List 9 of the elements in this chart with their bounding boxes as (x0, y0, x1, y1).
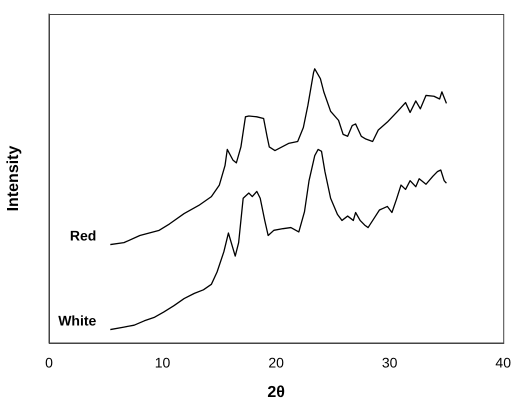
y-axis-title: Intensity (5, 146, 22, 212)
x-tick-label: 20 (268, 354, 284, 370)
series-label: White (58, 312, 97, 328)
x-axis-title: 2θ (267, 384, 285, 401)
x-tick-label: 30 (382, 354, 398, 370)
x-tick-label: 0 (45, 354, 54, 370)
x-tick-label: 10 (154, 354, 171, 370)
x-tick-label: 40 (495, 354, 512, 370)
series-label: Red (70, 227, 96, 244)
